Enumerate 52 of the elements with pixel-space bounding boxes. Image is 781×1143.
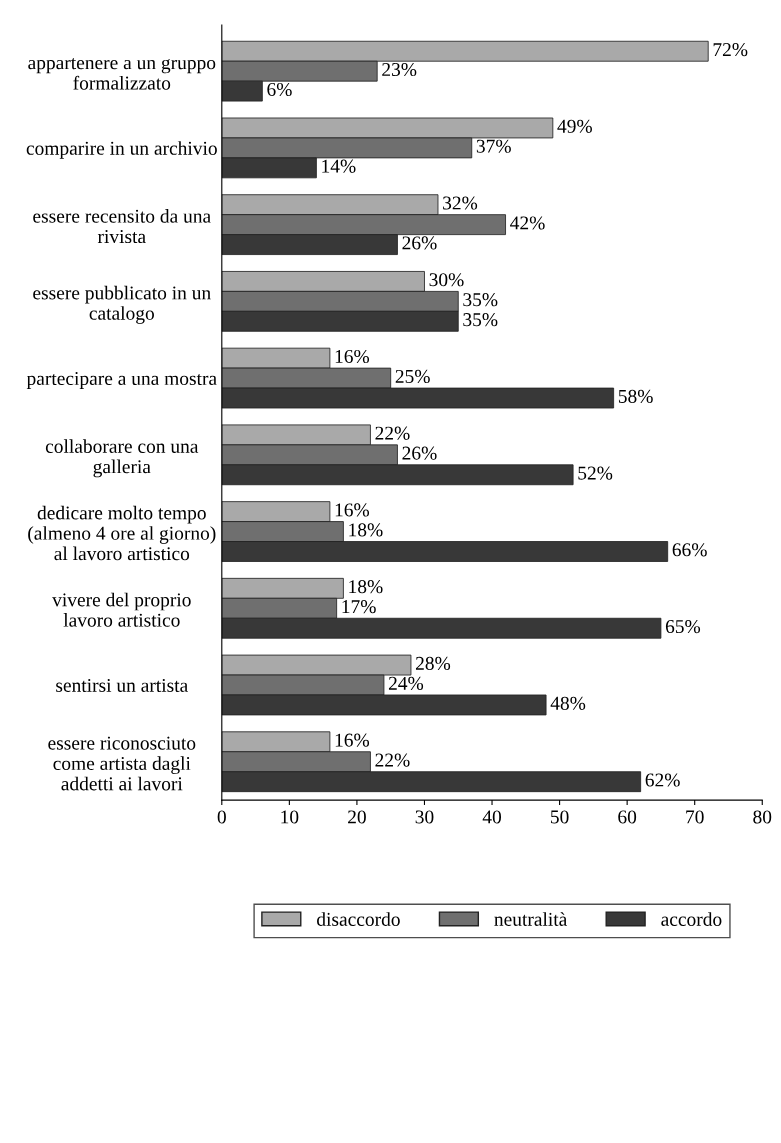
y-tick-label: essere recensito da una rivista	[33, 209, 211, 244]
y-tick-label: dedicare molto tempo (almeno 4 ore al giorno) al lavoro artistico	[28, 505, 216, 561]
y-tick-label: appartenere a un gruppo formalizzato	[28, 58, 216, 90]
data-label: 23%	[382, 62, 417, 77]
y-tick-label: sentirsi un artista	[56, 678, 188, 692]
data-label: 16%	[335, 349, 370, 364]
x-tick-label: 40	[482, 810, 502, 824]
data-label: 16%	[335, 733, 370, 747]
x-tick-label: 60	[618, 810, 637, 824]
y-tick-label: partecipare a una mostra	[26, 371, 217, 389]
y-tick-label: essere pubblicato in un catalogo	[33, 285, 211, 324]
data-label: 58%	[618, 389, 653, 403]
x-tick-label: 50	[550, 810, 569, 824]
data-label: 25%	[395, 369, 430, 384]
data-label: 22%	[375, 753, 410, 767]
data-label: 48%	[550, 696, 586, 710]
data-label: 42%	[510, 216, 545, 230]
data-label: 52%	[578, 466, 613, 480]
data-label: 18%	[349, 580, 383, 594]
data-label: 17%	[342, 600, 376, 614]
data-label: 35%	[463, 293, 498, 307]
legend-label: neutralità	[494, 912, 568, 926]
y-tick-label: essere riconosciuto come artista dagli addetti ai lavori	[48, 736, 196, 791]
x-tick-label: 10	[281, 810, 299, 824]
data-label: 35%	[463, 313, 498, 327]
data-label: 32%	[443, 196, 478, 210]
x-tick-label: 70	[686, 810, 704, 824]
data-label: 14%	[322, 159, 356, 173]
y-tick-label: vivere del proprio lavoro artistico	[52, 592, 191, 627]
data-label: 16%	[335, 503, 370, 517]
data-label: 30%	[429, 273, 464, 287]
x-tick-label: 80	[753, 810, 772, 824]
data-label: 18%	[349, 523, 383, 537]
y-tick-label: collaborare con una galleria	[45, 439, 199, 478]
data-label: 6%	[267, 82, 292, 97]
legend-label: accordo	[661, 912, 722, 926]
data-label: 66%	[672, 543, 707, 557]
x-tick-label: 20	[348, 810, 366, 824]
y-tick-label: comparire in un archivio	[26, 141, 217, 159]
data-label: 28%	[415, 656, 451, 670]
data-label: 65%	[665, 619, 701, 634]
data-label: 24%	[388, 676, 424, 690]
data-label: 62%	[645, 773, 680, 787]
data-label: 49%	[557, 119, 592, 133]
data-label: 72%	[713, 42, 748, 57]
x-tick-label: 30	[415, 810, 434, 824]
legend-label: disaccordo	[317, 912, 400, 926]
data-label: 22%	[375, 426, 410, 440]
data-label: 26%	[402, 236, 437, 250]
x-tick-label: 0	[217, 810, 226, 824]
data-label: 26%	[402, 446, 437, 460]
data-label: 37%	[476, 139, 511, 153]
